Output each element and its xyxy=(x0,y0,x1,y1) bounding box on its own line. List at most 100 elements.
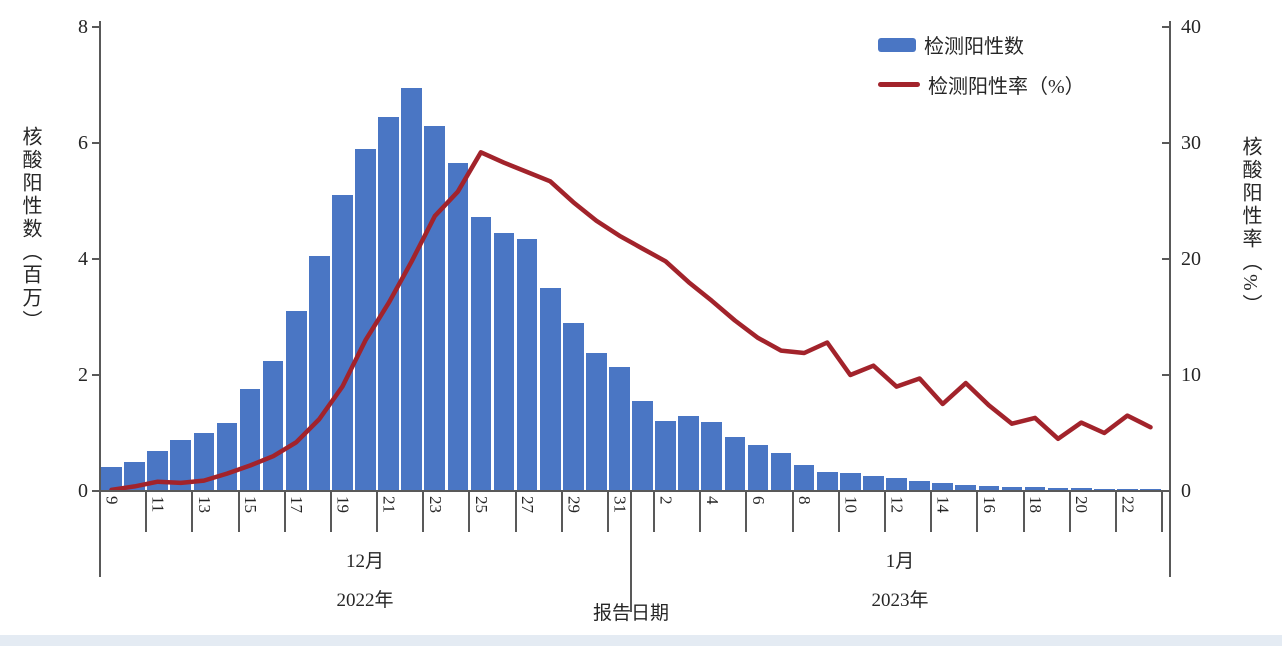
x-axis-day-label: 8 xyxy=(795,496,815,505)
month-label-december: 12月 xyxy=(345,551,384,572)
bar xyxy=(770,452,792,491)
bar xyxy=(1001,486,1023,491)
bar xyxy=(678,415,700,491)
x-axis-line xyxy=(99,490,1171,492)
x-axis-day-label: 9 xyxy=(102,496,122,505)
right-axis-tick-label: 40 xyxy=(1181,16,1201,38)
legend: 检测阳性数 检测阳性率（%） xyxy=(878,30,1085,99)
bar xyxy=(1070,488,1092,491)
bar xyxy=(701,421,723,491)
x-axis-day-label: 15 xyxy=(241,496,261,513)
x-axis-tick xyxy=(699,491,702,532)
axis-group-separator xyxy=(630,491,632,612)
x-axis-day-label: 14 xyxy=(933,496,953,513)
bar xyxy=(909,481,930,491)
right-axis-tick-label: 20 xyxy=(1181,248,1201,270)
bar xyxy=(1093,488,1115,491)
bar xyxy=(793,464,815,491)
x-axis-tick xyxy=(329,491,332,532)
legend-label-positive-count: 检测阳性数 xyxy=(924,36,1024,58)
bar xyxy=(886,478,907,491)
x-axis-day-label: 22 xyxy=(1118,496,1138,513)
right-axis-tick xyxy=(1162,142,1170,144)
x-axis-tick xyxy=(1114,491,1117,532)
bar xyxy=(1047,488,1069,491)
bar xyxy=(632,401,653,491)
right-axis-tick-label: 30 xyxy=(1181,132,1201,154)
x-axis-tick xyxy=(514,491,517,532)
x-axis-day-label: 6 xyxy=(749,496,768,505)
x-axis-tick xyxy=(837,491,840,532)
axis-group-separator xyxy=(1169,491,1171,577)
x-axis-tick xyxy=(1068,491,1071,532)
plot-area xyxy=(100,27,1162,493)
x-axis-day-label: 17 xyxy=(287,496,307,513)
right-axis-tick xyxy=(1162,374,1170,376)
bar xyxy=(932,482,954,491)
right-axis-title: 核酸阳性率（%） xyxy=(1239,136,1261,317)
left-axis-tick xyxy=(92,258,100,260)
x-axis-day-label: 11 xyxy=(148,496,168,513)
x-axis-tick xyxy=(653,491,656,532)
left-axis-tick-label: 4 xyxy=(78,248,88,270)
x-axis-tick xyxy=(1161,491,1163,532)
left-axis-tick xyxy=(92,142,100,144)
x-axis-day-label: 13 xyxy=(194,496,214,513)
bar xyxy=(539,288,561,491)
bar xyxy=(747,444,769,491)
right-axis-tick xyxy=(1162,26,1170,28)
x-axis-tick xyxy=(145,491,148,532)
right-axis-tick xyxy=(1162,490,1170,492)
x-axis-tick xyxy=(791,491,794,532)
x-axis-title: 报告日期 xyxy=(592,603,669,624)
x-axis-tick xyxy=(283,491,286,532)
bar xyxy=(816,471,838,491)
x-axis-day-label: 23 xyxy=(425,496,445,513)
right-axis-line xyxy=(1169,21,1171,491)
x-axis-tick xyxy=(422,491,425,532)
left-axis-line xyxy=(99,21,101,491)
x-axis-day-label: 20 xyxy=(1072,496,1092,513)
line-series-swatch-icon xyxy=(878,82,920,87)
right-axis-tick-label: 0 xyxy=(1181,480,1191,502)
x-axis-tick xyxy=(560,491,563,532)
left-axis-tick xyxy=(92,26,100,28)
x-axis-tick xyxy=(1022,491,1025,532)
bar xyxy=(609,367,630,491)
x-axis-day-label: 31 xyxy=(610,496,630,513)
x-axis-tick xyxy=(884,491,886,532)
legend-item-positive-count: 检测阳性数 xyxy=(878,30,1085,59)
x-axis-tick xyxy=(745,491,748,532)
left-axis-tick-label: 6 xyxy=(78,132,88,154)
x-axis-day-label: 25 xyxy=(471,496,491,513)
x-axis-day-label: 19 xyxy=(333,496,353,513)
x-axis-tick xyxy=(237,491,240,532)
bar xyxy=(516,238,538,491)
right-axis-tick-label: 10 xyxy=(1181,364,1201,386)
left-axis-tick xyxy=(92,374,100,376)
x-axis-tick xyxy=(976,491,979,532)
x-axis-day-label: 4 xyxy=(702,496,722,505)
legend-item-positive-rate: 检测阳性率（%） xyxy=(878,70,1085,99)
bar xyxy=(170,439,192,491)
bar xyxy=(586,352,607,491)
x-axis-day-label: 10 xyxy=(841,496,861,513)
bar xyxy=(355,148,376,491)
bar xyxy=(839,473,861,491)
left-axis-title: 核酸阳性数（百万） xyxy=(19,126,41,333)
x-axis-day-label: 29 xyxy=(564,496,584,513)
page-background-strip xyxy=(0,635,1282,646)
bar xyxy=(101,466,122,491)
bar xyxy=(724,437,746,491)
x-axis-tick xyxy=(606,491,609,532)
bar xyxy=(424,125,446,491)
bar xyxy=(978,485,1000,491)
x-axis-day-label: 18 xyxy=(1026,496,1045,513)
year-label-2023: 2023年 xyxy=(871,590,929,611)
left-axis-tick-label: 2 xyxy=(78,364,88,386)
bar xyxy=(447,163,469,491)
x-axis-day-label: 16 xyxy=(979,496,999,513)
x-axis-day-label: 2 xyxy=(656,496,676,505)
x-axis-day-label: 12 xyxy=(887,496,907,513)
x-axis-day-label: 27 xyxy=(518,496,538,513)
